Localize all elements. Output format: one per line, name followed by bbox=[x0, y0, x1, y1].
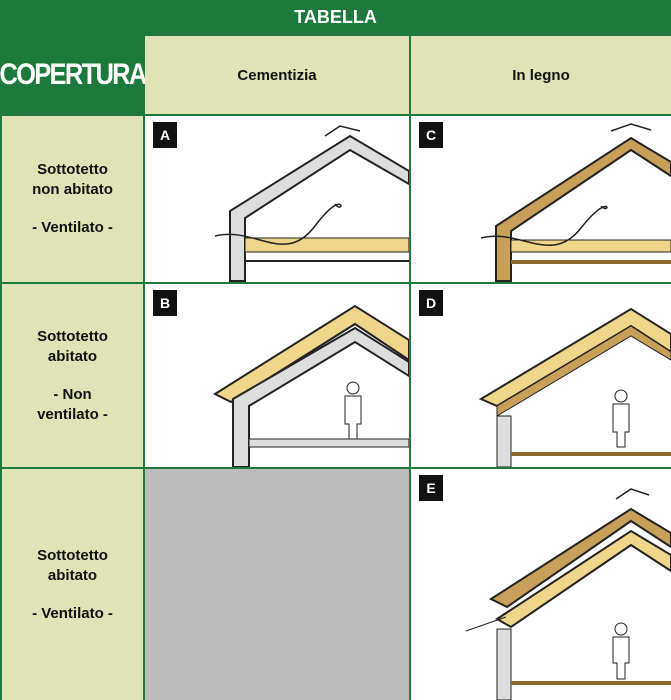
panel-tag: A bbox=[153, 122, 177, 148]
empty-cell bbox=[145, 469, 409, 700]
row-header: Sottotetto abitato - Ventilato - bbox=[2, 469, 143, 700]
corner-header: COPERTURA bbox=[0, 58, 147, 91]
table-title: TABELLA bbox=[294, 6, 377, 27]
row-label: - Non bbox=[53, 385, 92, 403]
row-label: Sottotetto bbox=[37, 546, 108, 564]
panel-tag: E bbox=[419, 475, 443, 501]
illustration-cell: B bbox=[145, 284, 409, 467]
wood-inhabited-illustration bbox=[478, 307, 671, 467]
column-header: Cementizia bbox=[145, 36, 409, 114]
panel-tag: C bbox=[419, 122, 443, 148]
illustration-cell: C bbox=[411, 116, 671, 282]
row-label: abitato bbox=[47, 347, 98, 365]
wood-inhabited-ventilated-illustration bbox=[465, 488, 671, 700]
illustration-cell: E bbox=[411, 469, 671, 700]
row-header: Sottotetto non abitato - Ventilato - bbox=[2, 116, 143, 282]
row-label: Sottotetto bbox=[37, 161, 108, 178]
illustration-cell: A bbox=[145, 116, 409, 282]
row-label: non abitato bbox=[32, 181, 113, 198]
row-label: abitato bbox=[47, 566, 98, 584]
row-label: - Ventilato - bbox=[32, 604, 113, 622]
wood-ventilated-illustration bbox=[480, 123, 671, 282]
panel-tag: D bbox=[419, 290, 443, 316]
column-header: In legno bbox=[411, 36, 671, 114]
concrete-ventilated-illustration bbox=[214, 125, 409, 282]
row-label: ventilato - bbox=[37, 405, 108, 423]
row-header: Sottotetto abitato - Non ventilato - bbox=[2, 284, 143, 467]
concrete-inhabited-illustration bbox=[212, 304, 409, 467]
illustration-cell: D bbox=[411, 284, 671, 467]
panel-tag: B bbox=[153, 290, 177, 316]
row-label: - Ventilato - bbox=[32, 219, 113, 236]
row-label: Sottotetto bbox=[37, 327, 108, 345]
